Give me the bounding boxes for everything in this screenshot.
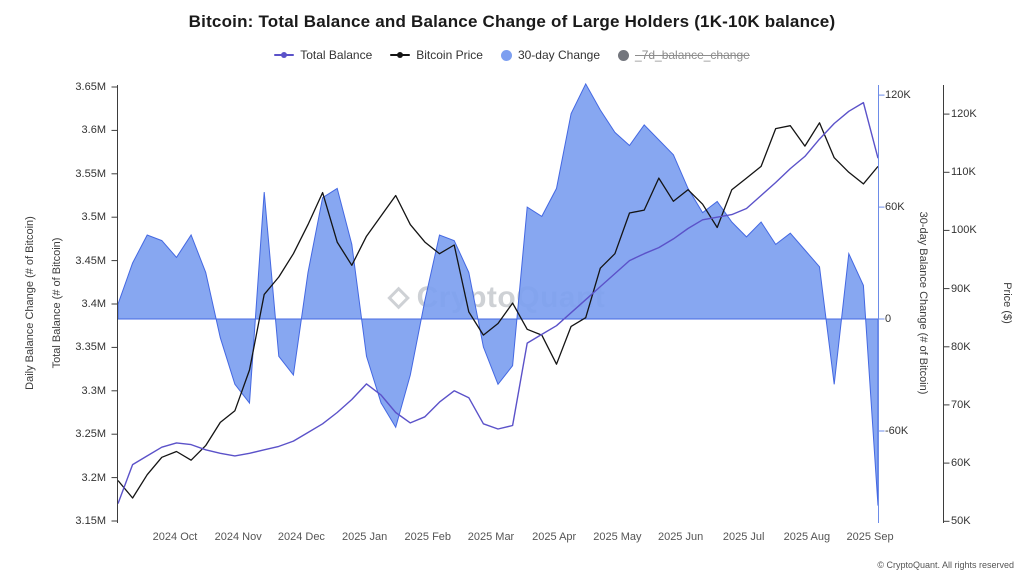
line-marker-icon [390,52,411,58]
bitcoin-price-line-series [118,122,878,499]
total-balance-line-series [118,101,878,504]
legend-label: Total Balance [300,48,373,62]
circle-marker-icon [618,49,630,61]
legend-item-bitcoin-price[interactable]: Bitcoin Price [390,48,483,62]
chart-title: Bitcoin: Total Balance and Balance Chang… [188,12,836,31]
copyright-footer: © CryptoQuant. All rights reserved [877,560,1014,570]
30-day-change-area-series [118,82,878,506]
legend: Total Balance Bitcoin Price 30-day Change _… [0,48,1024,62]
line-marker-dot-icon [281,52,288,58]
legend-label: _7d_balance_change [635,48,750,62]
circle-marker-icon [500,49,512,61]
legend-item-30-day-change[interactable]: 30-day Change [500,48,601,62]
legend-label: Bitcoin Price [416,48,483,62]
legend-item-7d-balance-change[interactable]: _7d_balance_change [618,48,750,62]
line-marker-dot-icon [397,52,404,58]
legend-item-total-balance[interactable]: Total Balance [274,48,372,62]
line-marker-icon [274,52,295,58]
legend-label: 30-day Change [517,48,601,62]
